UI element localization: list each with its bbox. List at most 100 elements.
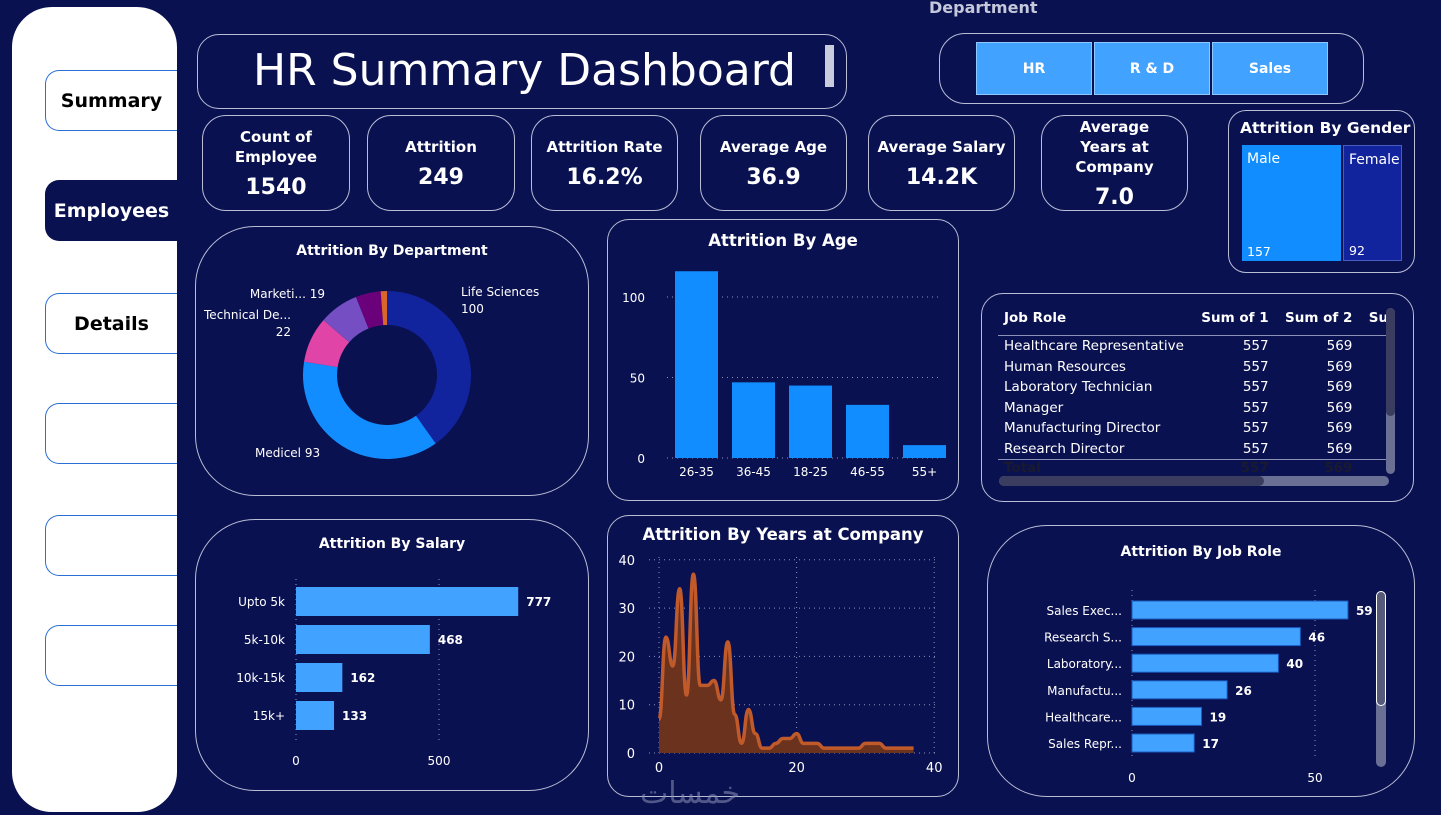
category-label: Laboratory... xyxy=(1047,657,1122,671)
page-title: HR Summary Dashboard xyxy=(253,45,796,96)
data-label: 777 xyxy=(526,595,551,609)
kpi-label: Attrition Rate xyxy=(546,137,663,156)
salary-bar xyxy=(296,663,343,692)
table-row[interactable]: Human Resources 557 569 2 xyxy=(998,357,1388,378)
table-cell: 557 xyxy=(1242,358,1269,375)
department-chart-title: Attrition By Department xyxy=(296,243,488,259)
data-label: 468 xyxy=(438,633,463,647)
donut-slice xyxy=(380,291,387,326)
treemap-male[interactable]: Male 157 xyxy=(1242,145,1341,261)
kpi-label: Average Age xyxy=(719,137,828,156)
column-header[interactable]: Sum of xyxy=(1358,304,1388,336)
kpi-average-salary: Average Salary 14.2K xyxy=(868,115,1015,211)
x-tick-label: 36-45 xyxy=(736,465,771,479)
x-tick-label: 18-25 xyxy=(793,465,828,479)
jobrole-bar-chart: 0 50 Sales Exec... 59 Research S... 46 Laborat… xyxy=(1044,590,1373,785)
kpi-value: 1540 xyxy=(245,174,307,200)
salary-chart-title: Attrition By Salary xyxy=(318,536,466,552)
table-cell: 569 xyxy=(1326,379,1353,395)
y-tick-label: 50 xyxy=(630,372,645,386)
column-header[interactable]: Sum of 1 xyxy=(1190,304,1275,336)
kpi-label: Count of Employee xyxy=(234,127,318,166)
age-bar xyxy=(675,271,718,458)
nav-employees-button[interactable]: Employees xyxy=(45,180,177,241)
table-row[interactable]: Laboratory Technician 557 569 2 xyxy=(998,377,1388,398)
nav-blank-button-1[interactable] xyxy=(45,403,177,464)
jobrole-bar xyxy=(1131,600,1349,620)
donut-data-label: Technical De... xyxy=(203,308,291,322)
category-label: Manufactu... xyxy=(1047,684,1122,698)
age-chart-title: Attrition By Age xyxy=(708,231,858,250)
column-header[interactable]: Job Role xyxy=(998,304,1191,336)
salary-bar xyxy=(296,587,519,616)
category-label: Healthcare... xyxy=(1045,710,1122,724)
table-row[interactable]: Healthcare Representative 557 569 2 xyxy=(998,336,1388,357)
header-box: HR Summary Dashboard xyxy=(197,34,847,109)
gender-title: Attrition By Gender xyxy=(1240,119,1411,137)
kpi-label: Attrition xyxy=(405,137,477,156)
salary-bar xyxy=(296,625,430,654)
years-area-chart: 0 10 20 30 40 0 20 40 xyxy=(618,554,943,776)
table-cell: Research Director xyxy=(1004,440,1125,457)
age-bar xyxy=(903,445,946,458)
x-tick-label: 0 xyxy=(292,754,300,768)
table-cell: 2 xyxy=(1358,418,1388,439)
table-cell: Laboratory Technician xyxy=(1004,379,1153,395)
kpi-average-age: Average Age 36.9 xyxy=(700,115,847,211)
age-chart-card: Attrition By Age xyxy=(607,219,959,501)
table-row[interactable]: Manufacturing Director 557 569 2 xyxy=(998,418,1388,439)
nav-blank-button-3[interactable] xyxy=(45,625,177,686)
table-cell: 557 xyxy=(1242,379,1269,395)
slicer-title: Department xyxy=(929,0,1038,17)
table-cell: 557 xyxy=(1242,440,1269,457)
age-bar xyxy=(732,382,775,458)
category-label: Upto 5k xyxy=(238,595,285,609)
table-cell: 557 xyxy=(1242,399,1269,416)
donut-slice xyxy=(387,291,471,444)
data-label: 26 xyxy=(1235,684,1252,698)
x-tick-label: 500 xyxy=(428,754,451,768)
kpi-attrition-rate: Attrition Rate 16.2% xyxy=(531,115,678,211)
slicer-sales-button[interactable]: Sales xyxy=(1212,42,1328,95)
jobrole-bar xyxy=(1131,680,1228,700)
kpi-label: Average Salary xyxy=(877,137,1006,156)
table-cell: Human Resources xyxy=(1004,358,1126,375)
table-vertical-scrollbar[interactable] xyxy=(1386,308,1395,474)
department-chart-card: Attrition By Department xyxy=(195,226,589,496)
table-horizontal-scrollbar[interactable] xyxy=(999,476,1389,486)
nav-details-button[interactable]: Details xyxy=(45,293,177,354)
kpi-count-of-employee: Count of Employee 1540 xyxy=(202,115,350,211)
male-label: Male xyxy=(1247,151,1281,167)
table-cell: 569 xyxy=(1326,338,1353,354)
donut-data-label: 22 xyxy=(276,325,291,339)
table-row[interactable]: Research Director 557 569 2 xyxy=(998,439,1388,460)
slicer-rd-button[interactable]: R & D xyxy=(1094,42,1210,95)
table-cell: 557 xyxy=(1242,338,1269,354)
x-tick-label: 26-35 xyxy=(679,465,714,479)
donut-slice xyxy=(323,296,369,343)
donut-data-label: Life Sciences xyxy=(461,285,539,299)
column-header[interactable]: Sum of 2 xyxy=(1274,304,1359,336)
kpi-value: 36.9 xyxy=(746,164,801,190)
y-tick-label: 10 xyxy=(618,699,635,714)
table-row[interactable]: Manager 557 569 2 xyxy=(998,398,1388,419)
category-label: 5k-10k xyxy=(244,633,285,647)
jobrole-bar xyxy=(1131,627,1301,647)
age-bar xyxy=(789,385,832,458)
treemap-female[interactable]: Female 92 xyxy=(1343,145,1402,261)
jobrole-bar xyxy=(1131,653,1279,673)
y-tick-label: 40 xyxy=(618,554,635,569)
kpi-value: 249 xyxy=(418,164,464,190)
data-label: 17 xyxy=(1202,737,1219,751)
female-label: Female xyxy=(1349,152,1400,168)
x-tick-label: 40 xyxy=(926,761,943,776)
table-cell: 2 xyxy=(1358,377,1388,398)
kpi-value: 7.0 xyxy=(1095,184,1134,210)
total-cell: Total xyxy=(998,459,1191,474)
jobrole-scrollbar[interactable] xyxy=(1376,591,1386,767)
male-value: 157 xyxy=(1247,244,1271,259)
slicer-hr-button[interactable]: HR xyxy=(976,42,1092,95)
kpi-value: 14.2K xyxy=(905,164,978,190)
nav-blank-button-2[interactable] xyxy=(45,515,177,576)
nav-summary-button[interactable]: Summary xyxy=(45,70,177,131)
